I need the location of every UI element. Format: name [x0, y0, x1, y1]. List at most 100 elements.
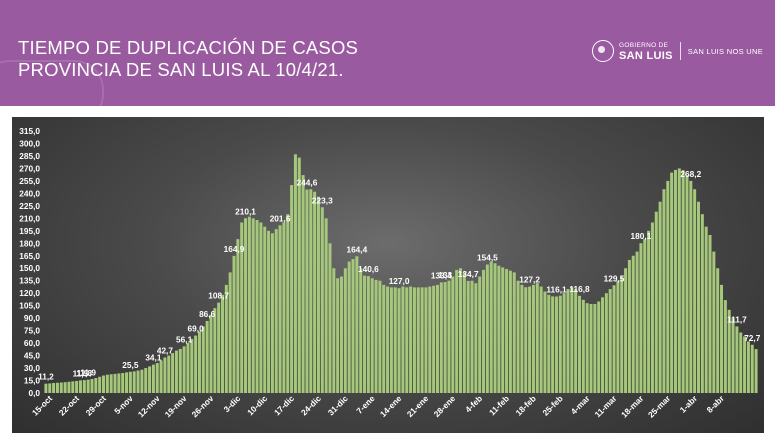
bar — [290, 185, 294, 393]
bar — [359, 268, 363, 393]
bar — [474, 283, 478, 393]
bar — [251, 218, 255, 393]
bar — [378, 280, 382, 393]
bar — [224, 284, 228, 393]
y-tick-label: 300,0 — [19, 138, 40, 148]
bar — [316, 196, 320, 393]
bar — [247, 216, 251, 393]
slogan: SAN LUIS NOS UNE — [687, 46, 763, 56]
logo-text: GOBIERNO DE SAN LUIS — [619, 41, 673, 62]
bar — [662, 189, 666, 393]
bar — [712, 251, 716, 393]
bar — [190, 338, 194, 393]
bar — [746, 341, 750, 393]
bar — [148, 366, 152, 393]
bar — [539, 286, 543, 393]
bar — [528, 286, 532, 393]
bar — [631, 255, 635, 393]
x-tick-label: 18-feb — [514, 393, 538, 417]
x-tick-label: 8-abr — [705, 393, 727, 415]
x-tick-label: 11-feb — [487, 393, 511, 417]
x-tick-label: 29-oct — [84, 393, 109, 418]
logo-small-text: GOBIERNO DE — [619, 42, 669, 49]
government-logo: GOBIERNO DE SAN LUIS SAN LUIS NOS UNE — [592, 38, 763, 64]
bar — [332, 268, 336, 393]
data-label: 127,2 — [519, 275, 540, 285]
y-tick-label: 135,0 — [19, 276, 40, 286]
bar — [270, 233, 274, 393]
bar — [351, 259, 355, 393]
bar — [443, 282, 447, 393]
data-label: 25,5 — [122, 360, 139, 370]
bar — [447, 280, 451, 393]
bar — [585, 303, 589, 393]
bar — [205, 320, 209, 393]
bar — [666, 180, 670, 393]
logo-divider — [679, 42, 681, 60]
header-banner: TIEMPO DE DUPLICACIÓN DE CASOS PROVINCIA… — [0, 0, 775, 106]
bar — [412, 287, 416, 393]
bar — [700, 214, 704, 393]
y-tick-label: 225,0 — [19, 201, 40, 211]
bar — [578, 295, 581, 393]
bar — [282, 222, 286, 393]
bar — [105, 374, 109, 393]
bar — [750, 344, 754, 393]
bar — [255, 220, 259, 393]
bar — [305, 189, 309, 393]
page-title: TIEMPO DE DUPLICACIÓN DE CASOS PROVINCIA… — [18, 37, 358, 81]
bar — [221, 294, 224, 393]
bar — [63, 382, 67, 393]
bar — [320, 207, 324, 393]
bars — [44, 154, 758, 393]
bar — [336, 278, 340, 393]
bar — [516, 280, 520, 393]
x-tick-label: 14-ene — [378, 393, 404, 419]
bar — [52, 383, 56, 393]
bar — [136, 370, 140, 393]
bar — [386, 286, 390, 393]
bar — [574, 289, 578, 393]
bar — [343, 268, 347, 393]
x-tick-label: 22-oct — [57, 393, 82, 418]
bar — [59, 382, 63, 393]
bar — [259, 222, 263, 393]
bar — [86, 379, 90, 393]
bar — [466, 280, 470, 393]
x-tick-label: 25-feb — [540, 393, 564, 417]
data-label: 116,8 — [569, 284, 590, 294]
data-labels: 11,2 11,511,811,9 25,5 34,142,756,169,0 86,6… — [38, 117, 764, 382]
y-tick-label: 150,0 — [19, 263, 40, 273]
y-tick-label: 120,0 — [19, 288, 40, 298]
bar — [731, 318, 735, 393]
bar — [297, 157, 301, 393]
bar — [654, 211, 658, 393]
x-tick-label: 11-mar — [592, 393, 619, 420]
bar — [55, 382, 59, 393]
y-tick-label: 90,0 — [24, 313, 41, 323]
y-tick-label: 180,0 — [19, 238, 40, 248]
data-label: 116,1 — [546, 285, 567, 295]
bar — [735, 326, 739, 393]
bar — [462, 272, 466, 393]
bar — [340, 276, 343, 393]
y-tick-label: 60,0 — [24, 338, 41, 348]
bar — [424, 287, 428, 393]
bar — [558, 295, 562, 393]
data-label: 180,1 — [631, 231, 652, 241]
data-label: 134,7 — [458, 269, 479, 279]
bar — [643, 239, 647, 393]
bar — [113, 373, 117, 393]
bar — [708, 234, 712, 393]
bar — [278, 225, 282, 393]
data-label: 56,1 — [176, 334, 193, 344]
bar — [194, 335, 198, 393]
y-tick-label: 240,0 — [19, 188, 40, 198]
x-tick-label: 25-mar — [646, 393, 673, 420]
bar — [543, 291, 547, 393]
data-label: 108,7 — [208, 291, 229, 301]
y-tick-label: 0,0 — [28, 388, 40, 398]
bar — [186, 343, 190, 393]
bar — [244, 218, 248, 393]
data-label: 52,8 — [760, 117, 764, 119]
